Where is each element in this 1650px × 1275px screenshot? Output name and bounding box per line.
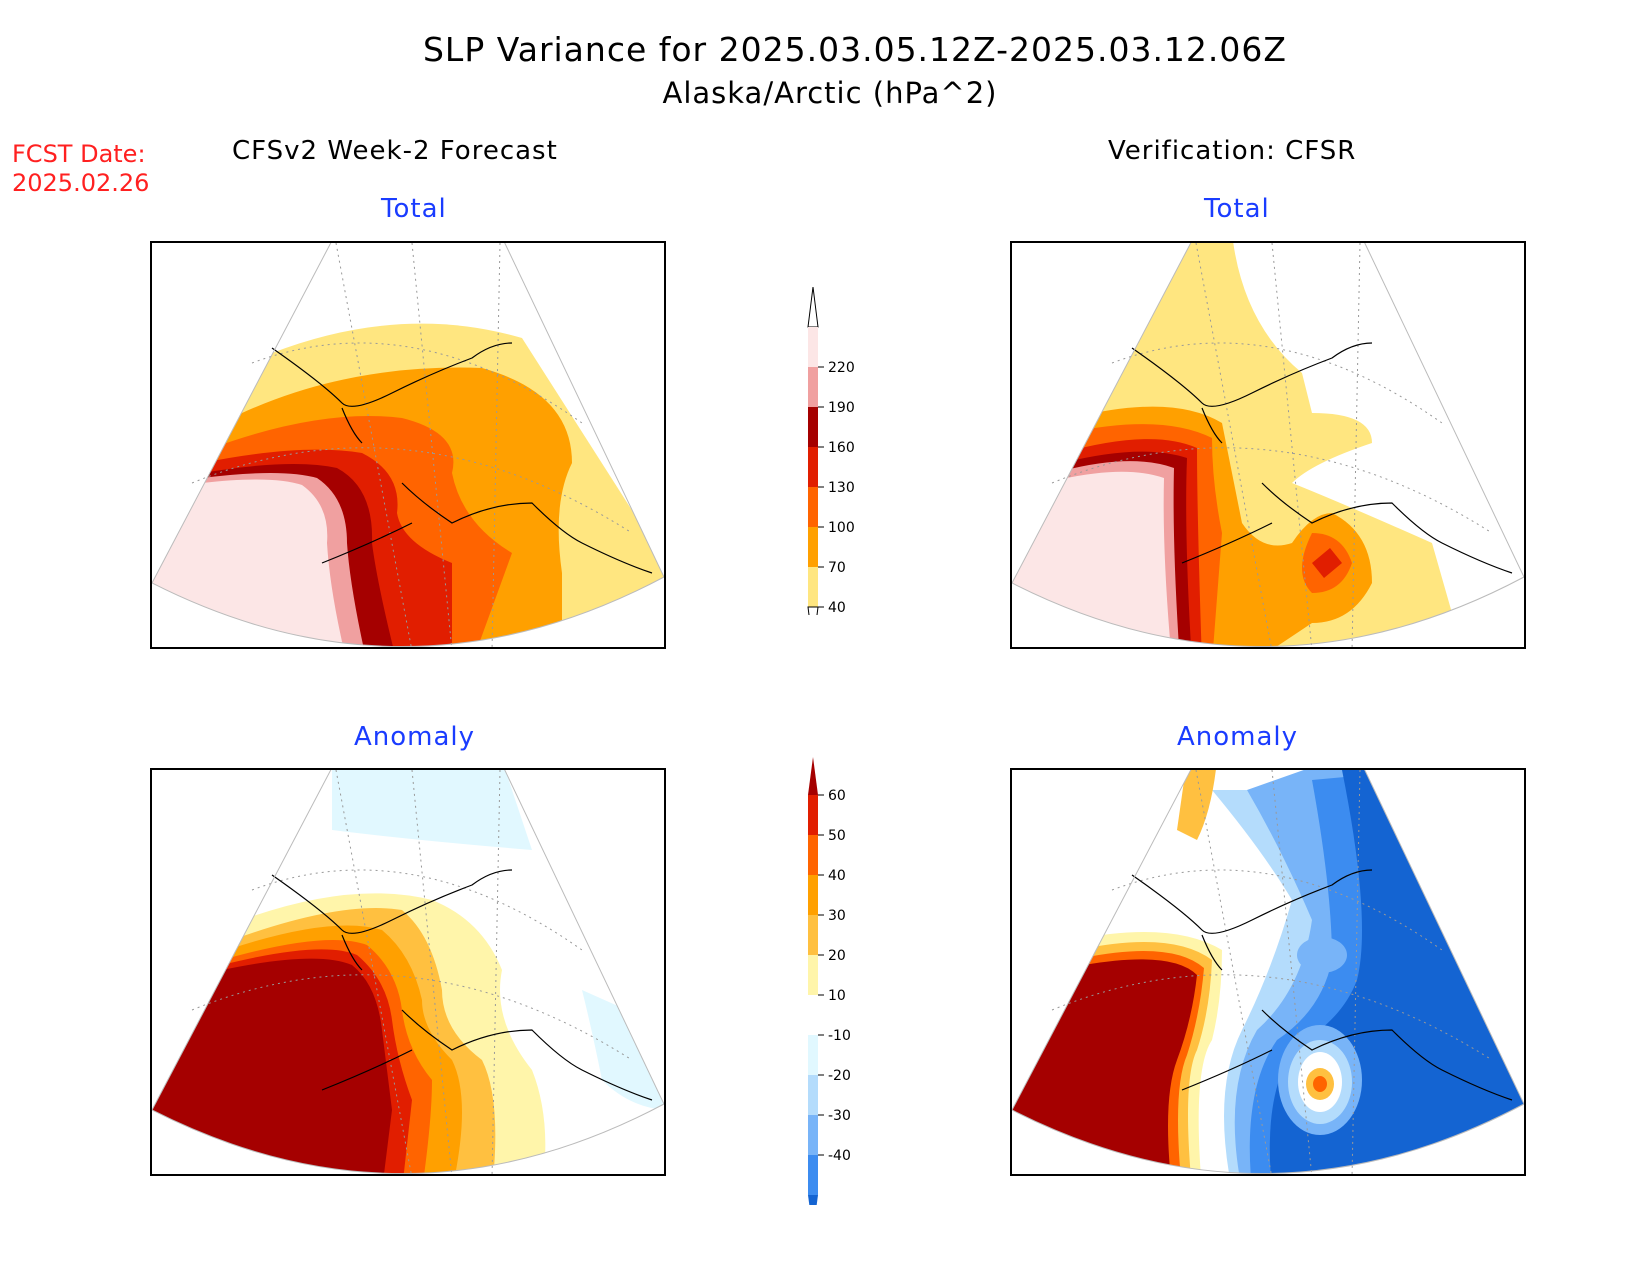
total-colorbar: 220 190 160 130 100 70 40 bbox=[807, 286, 855, 615]
anomaly-colorbar-swatch bbox=[808, 1115, 818, 1155]
anomaly-colorbar-tick-label: 50 bbox=[828, 828, 846, 844]
verification-anomaly-field bbox=[1012, 770, 1524, 1174]
anomaly-colorbar-tick-label: 30 bbox=[828, 908, 846, 924]
anomaly-colorbar-tick-label: -10 bbox=[828, 1028, 851, 1044]
anomaly-colorbar-tick-label: -20 bbox=[828, 1068, 851, 1084]
anomaly-colorbar-tick-label: 10 bbox=[828, 988, 846, 1004]
total-colorbar-swatch bbox=[808, 407, 818, 447]
total-colorbar-swatch bbox=[808, 487, 818, 527]
total-colorbar-tick-label: 220 bbox=[828, 360, 855, 376]
total-colorbar-tick-label: 100 bbox=[828, 520, 855, 536]
fcst-date-block: FCST Date: 2025.02.26 bbox=[12, 140, 149, 198]
anomaly-colorbar-swatch bbox=[808, 1155, 818, 1195]
total-colorbar-swatch bbox=[808, 327, 818, 367]
anomaly-colorbar-bottom-extension bbox=[808, 1195, 818, 1205]
anomaly-colorbar-swatch bbox=[808, 955, 818, 995]
total-colorbar-swatch bbox=[808, 447, 818, 487]
anomaly-colorbar-top-extension bbox=[808, 757, 818, 795]
verification-column-title: Verification: CFSR bbox=[1108, 136, 1357, 166]
anomaly-colorbar-tick-label: -30 bbox=[828, 1108, 851, 1124]
total-colorbar-bottom-extension bbox=[807, 606, 819, 615]
anomaly-colorbar-swatch bbox=[808, 915, 818, 955]
forecast-anomaly-map bbox=[150, 768, 666, 1176]
verification-anomaly-label: Anomaly bbox=[1177, 722, 1299, 752]
anomaly-colorbar-tick-label: 20 bbox=[828, 948, 846, 964]
total-colorbar-top-extension bbox=[807, 286, 819, 328]
forecast-total-label: Total bbox=[381, 194, 447, 224]
total-colorbar-swatch bbox=[808, 527, 818, 567]
verification-anomaly-map bbox=[1010, 768, 1526, 1176]
total-colorbar-tick-label: 130 bbox=[828, 480, 855, 496]
total-colorbar-swatch bbox=[808, 367, 818, 407]
verification-total-label: Total bbox=[1204, 194, 1270, 224]
fcst-date-label: FCST Date: bbox=[12, 140, 146, 168]
anomaly-colorbar-swatch bbox=[808, 1035, 818, 1075]
fcst-date-value: 2025.02.26 bbox=[12, 169, 150, 197]
anomaly-colorbar-swatch bbox=[808, 995, 818, 1035]
main-subtitle: Alaska/Arctic (hPa^2) bbox=[662, 76, 998, 110]
total-colorbar-tick-label: 40 bbox=[828, 600, 846, 615]
forecast-anomaly-field bbox=[152, 770, 664, 1174]
main-title: SLP Variance for 2025.03.05.12Z-2025.03.… bbox=[422, 30, 1288, 69]
total-colorbar-swatch bbox=[808, 567, 818, 607]
anomaly-colorbar-swatch bbox=[808, 835, 818, 875]
anomaly-colorbar-tick-label: 60 bbox=[828, 788, 846, 804]
forecast-anomaly-label: Anomaly bbox=[354, 722, 476, 752]
anomaly-colorbar: 60 50 40 30 20 10 -10 -20 -30 -40 bbox=[808, 757, 851, 1205]
verification-total-field bbox=[1012, 243, 1524, 647]
forecast-total-field bbox=[152, 243, 664, 647]
forecast-column-title: CFSv2 Week-2 Forecast bbox=[232, 136, 558, 166]
anomaly-colorbar-swatch bbox=[808, 1075, 818, 1115]
verification-total-map bbox=[1010, 241, 1526, 649]
forecast-total-map bbox=[150, 241, 666, 649]
anomaly-colorbar-tick-label: -40 bbox=[828, 1148, 851, 1164]
total-colorbar-tick-label: 70 bbox=[828, 560, 846, 576]
anomaly-colorbar-swatch bbox=[808, 795, 818, 835]
anomaly-colorbar-tick-label: 40 bbox=[828, 868, 846, 884]
total-colorbar-tick-label: 160 bbox=[828, 440, 855, 456]
anomaly-colorbar-swatch bbox=[808, 875, 818, 915]
total-colorbar-tick-label: 190 bbox=[828, 400, 855, 416]
